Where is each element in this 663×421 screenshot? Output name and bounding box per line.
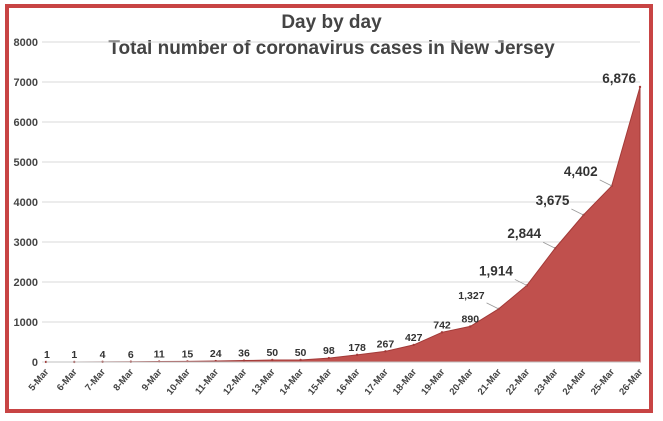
data-point [469, 325, 472, 328]
x-tick-label: 26-Mar [617, 367, 645, 398]
data-label: 6 [128, 349, 134, 361]
leader-line [542, 241, 556, 249]
data-label: 4 [100, 349, 106, 361]
data-point [384, 350, 387, 353]
x-tick-label: 24-Mar [561, 367, 589, 398]
x-tick-label: 6-Mar [55, 367, 80, 394]
leader-line [514, 279, 528, 286]
data-point [638, 85, 642, 89]
data-point [242, 359, 246, 362]
area-fill [45, 86, 641, 363]
data-label: 36 [238, 348, 250, 360]
y-tick-label: 7000 [14, 77, 38, 89]
data-label: 890 [462, 313, 480, 325]
data-label: 742 [433, 319, 451, 331]
x-tick-label: 11-Mar [193, 367, 221, 397]
chart-subtitle: Total number of coronavirus cases in New… [108, 38, 555, 59]
x-tick-label: 15-Mar [306, 367, 334, 398]
data-label: 98 [323, 345, 335, 357]
y-tick-label: 5000 [14, 157, 38, 169]
x-tick-label: 20-Mar [447, 367, 475, 398]
leader-line [599, 179, 612, 187]
x-tick-label: 5-Mar [27, 367, 52, 394]
y-tick-label: 1000 [14, 317, 38, 329]
data-label: 4,402 [564, 164, 598, 179]
data-label: 24 [210, 348, 222, 360]
data-label: 267 [377, 338, 395, 350]
data-label: 1,914 [479, 263, 513, 278]
x-axis: 5-Mar 6-Mar 7-Mar 8-Mar 9-Mar 10-Mar 11-Mar 12-… [27, 361, 645, 398]
data-label: 427 [405, 332, 423, 344]
x-tick-label: 7-Mar [83, 367, 108, 394]
data-label: 11 [154, 349, 165, 361]
x-tick-label: 8-Mar [111, 367, 136, 394]
data-label: 1 [44, 349, 50, 361]
x-tick-label: 12-Mar [221, 367, 249, 398]
x-tick-label: 16-Mar [334, 367, 362, 398]
x-tick-label: 13-Mar [249, 367, 277, 398]
x-tick-label: 17-Mar [363, 367, 391, 398]
chart-title: Day by day [281, 12, 382, 33]
data-point [327, 356, 331, 360]
y-tick-label: 3000 [14, 237, 38, 249]
data-point [412, 343, 415, 347]
data-point [271, 358, 274, 362]
y-tick-label: 8000 [14, 37, 38, 49]
x-tick-label: 21-Mar [476, 367, 504, 398]
y-tick-label: 2000 [14, 277, 38, 289]
data-label: 3,675 [536, 193, 570, 208]
x-tick-label: 10-Mar [165, 367, 193, 398]
data-label: 1 [71, 349, 77, 361]
x-tick-label: 14-Mar [278, 367, 306, 398]
data-point [355, 353, 359, 357]
data-label: 15 [182, 348, 194, 360]
leader-line [486, 302, 499, 310]
data-label: 178 [348, 342, 366, 354]
x-tick-label: 25-Mar [589, 367, 617, 398]
x-tick-label: 18-Mar [391, 367, 419, 398]
y-tick-label: 4000 [14, 197, 38, 209]
y-tick-label: 6000 [14, 117, 38, 129]
data-label: 1,327 [458, 290, 484, 302]
data-label: 6,876 [602, 71, 636, 86]
leader-line [571, 208, 584, 216]
x-tick-label: 23-Mar [532, 367, 560, 398]
y-tick-label: 0 [32, 357, 38, 369]
data-label: 2,844 [507, 226, 541, 241]
data-point [299, 358, 302, 362]
x-tick-label: 9-Mar [140, 367, 165, 394]
data-label: 50 [295, 347, 307, 359]
data-label: 50 [266, 347, 278, 359]
y-axis: 0 1000 2000 3000 4000 5000 6000 7000 8000 [14, 37, 38, 369]
data-point [440, 331, 444, 334]
x-tick-label: 22-Mar [504, 367, 532, 398]
x-tick-label: 19-Mar [419, 367, 447, 398]
